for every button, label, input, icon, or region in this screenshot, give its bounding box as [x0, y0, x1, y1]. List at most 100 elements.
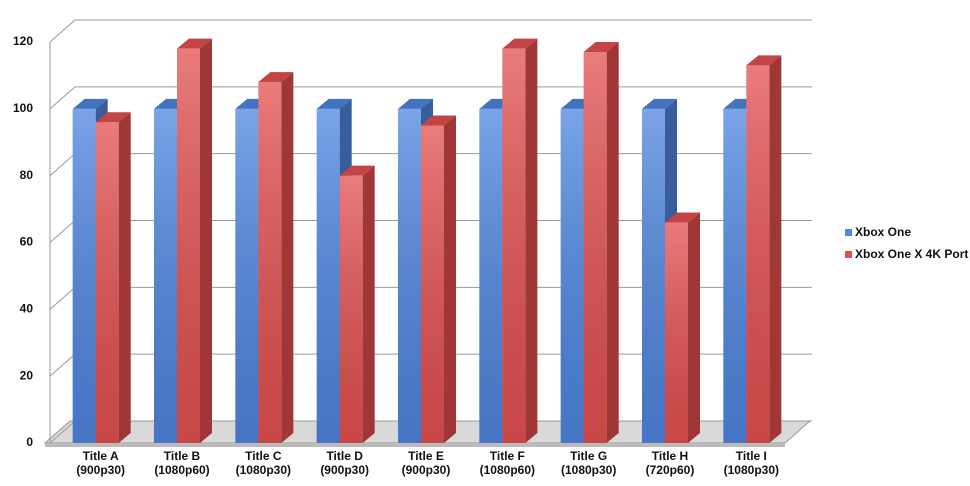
bar-side — [362, 165, 375, 443]
bar-top-shade — [642, 98, 677, 109]
bar-top — [665, 212, 700, 223]
grid-line-floor — [49, 220, 76, 243]
bar-top-shade — [339, 165, 375, 176]
y-tick-label: 100 — [13, 101, 33, 115]
bar-front-shine — [746, 65, 770, 444]
bar-side-shade — [688, 212, 700, 443]
bar-side-shade — [118, 112, 131, 443]
y-tick-label: 0 — [26, 435, 33, 449]
bar-side — [281, 72, 294, 443]
x-tick-label: (900p30) — [320, 463, 369, 477]
bar-front-shine — [479, 108, 503, 443]
bar — [421, 115, 456, 444]
bar-side — [769, 55, 782, 444]
bar-top-shade — [95, 112, 131, 123]
bar — [746, 55, 782, 444]
bar-top — [502, 38, 538, 49]
grid-line-floor — [49, 86, 76, 110]
x-tick-label: (720p60) — [646, 463, 695, 477]
bar-side-shade — [525, 38, 538, 443]
bar-side-shade — [444, 115, 456, 444]
grid-line-floor — [49, 153, 76, 177]
bar — [177, 38, 212, 443]
x-tick-label: (1080p60) — [480, 463, 535, 477]
bar-front-shine — [560, 108, 584, 443]
bar-top-shade — [72, 98, 108, 109]
legend-label: Xbox One — [855, 225, 911, 239]
bar — [258, 72, 294, 443]
bar-top — [746, 55, 782, 66]
bar-front-shine — [258, 82, 282, 443]
bar-front-shine — [502, 48, 526, 443]
bar — [339, 165, 375, 443]
bar-top — [339, 165, 375, 176]
grid-line-floor — [49, 353, 76, 377]
x-tick-label: (1080p30) — [236, 463, 291, 477]
x-tick-label: (900p30) — [402, 463, 451, 477]
bar-front-shine — [154, 108, 177, 443]
y-tick-label: 80 — [20, 168, 34, 182]
bar-front-shine — [723, 108, 747, 443]
bar-front-shine — [642, 108, 665, 443]
floor-edge — [45, 443, 785, 447]
x-tick-label: (1080p60) — [154, 463, 209, 477]
bar-top — [95, 112, 131, 123]
bar-front-shine — [583, 52, 607, 444]
bar-side-shade — [606, 42, 619, 444]
bar-front-shine — [665, 222, 688, 443]
legend-swatch — [845, 251, 852, 258]
bar-side — [118, 112, 131, 443]
y-tick-label: 60 — [20, 235, 34, 249]
grid-line-floor — [49, 286, 76, 310]
x-tick-label: Title G — [570, 449, 607, 463]
x-tick-label: Title C — [245, 449, 282, 463]
bar-top-shade — [665, 212, 700, 223]
x-tick-label: (900p30) — [76, 463, 125, 477]
grid-line-floor — [49, 19, 76, 43]
bar-side-shade — [200, 38, 212, 443]
bar-top-shade — [746, 55, 782, 66]
bar-side — [606, 42, 619, 444]
bar-front-shine — [398, 108, 421, 443]
bar-top — [72, 98, 108, 109]
bar-top-shade — [583, 42, 619, 53]
x-tick-label: Title D — [326, 449, 363, 463]
bar-front-shine — [177, 48, 200, 443]
bar-front-shine — [235, 108, 259, 443]
bar-front-shine — [95, 122, 119, 443]
y-tick-label: 120 — [13, 34, 33, 48]
bar — [95, 112, 131, 443]
bar-top-shade — [177, 38, 212, 49]
bar-top-shade — [502, 38, 538, 49]
bar-top-shade — [258, 72, 294, 83]
bar — [583, 42, 619, 444]
x-tick-label: Title B — [164, 449, 201, 463]
x-tick-label: Title H — [652, 449, 688, 463]
y-tick-label: 20 — [20, 368, 34, 382]
bar-side — [200, 38, 212, 443]
legend-swatch — [845, 229, 852, 236]
bar-front-shine — [72, 108, 96, 443]
x-tick-label: Title E — [408, 449, 444, 463]
bar-side — [688, 212, 700, 443]
bar-front-shine — [339, 175, 363, 443]
x-tick-label: (1080p30) — [561, 463, 616, 477]
bar-top — [421, 115, 456, 126]
bar-top-shade — [316, 98, 352, 109]
bar-top — [177, 38, 212, 49]
bar-front-shine — [421, 125, 444, 444]
bar-top — [316, 98, 352, 109]
bar-top-shade — [421, 115, 456, 126]
grid-line-floor — [49, 420, 76, 444]
bar-side-shade — [769, 55, 782, 444]
bar-top-shade — [398, 98, 433, 109]
x-tick-label: Title I — [736, 449, 767, 463]
x-tick-label: Title F — [490, 449, 525, 463]
bar-top — [258, 72, 294, 83]
bar-top — [583, 42, 619, 53]
x-tick-label: (1080p30) — [724, 463, 779, 477]
bar-front-shine — [316, 108, 340, 443]
legend-label: Xbox One X 4K Port — [855, 247, 968, 261]
bar-side-shade — [281, 72, 294, 443]
